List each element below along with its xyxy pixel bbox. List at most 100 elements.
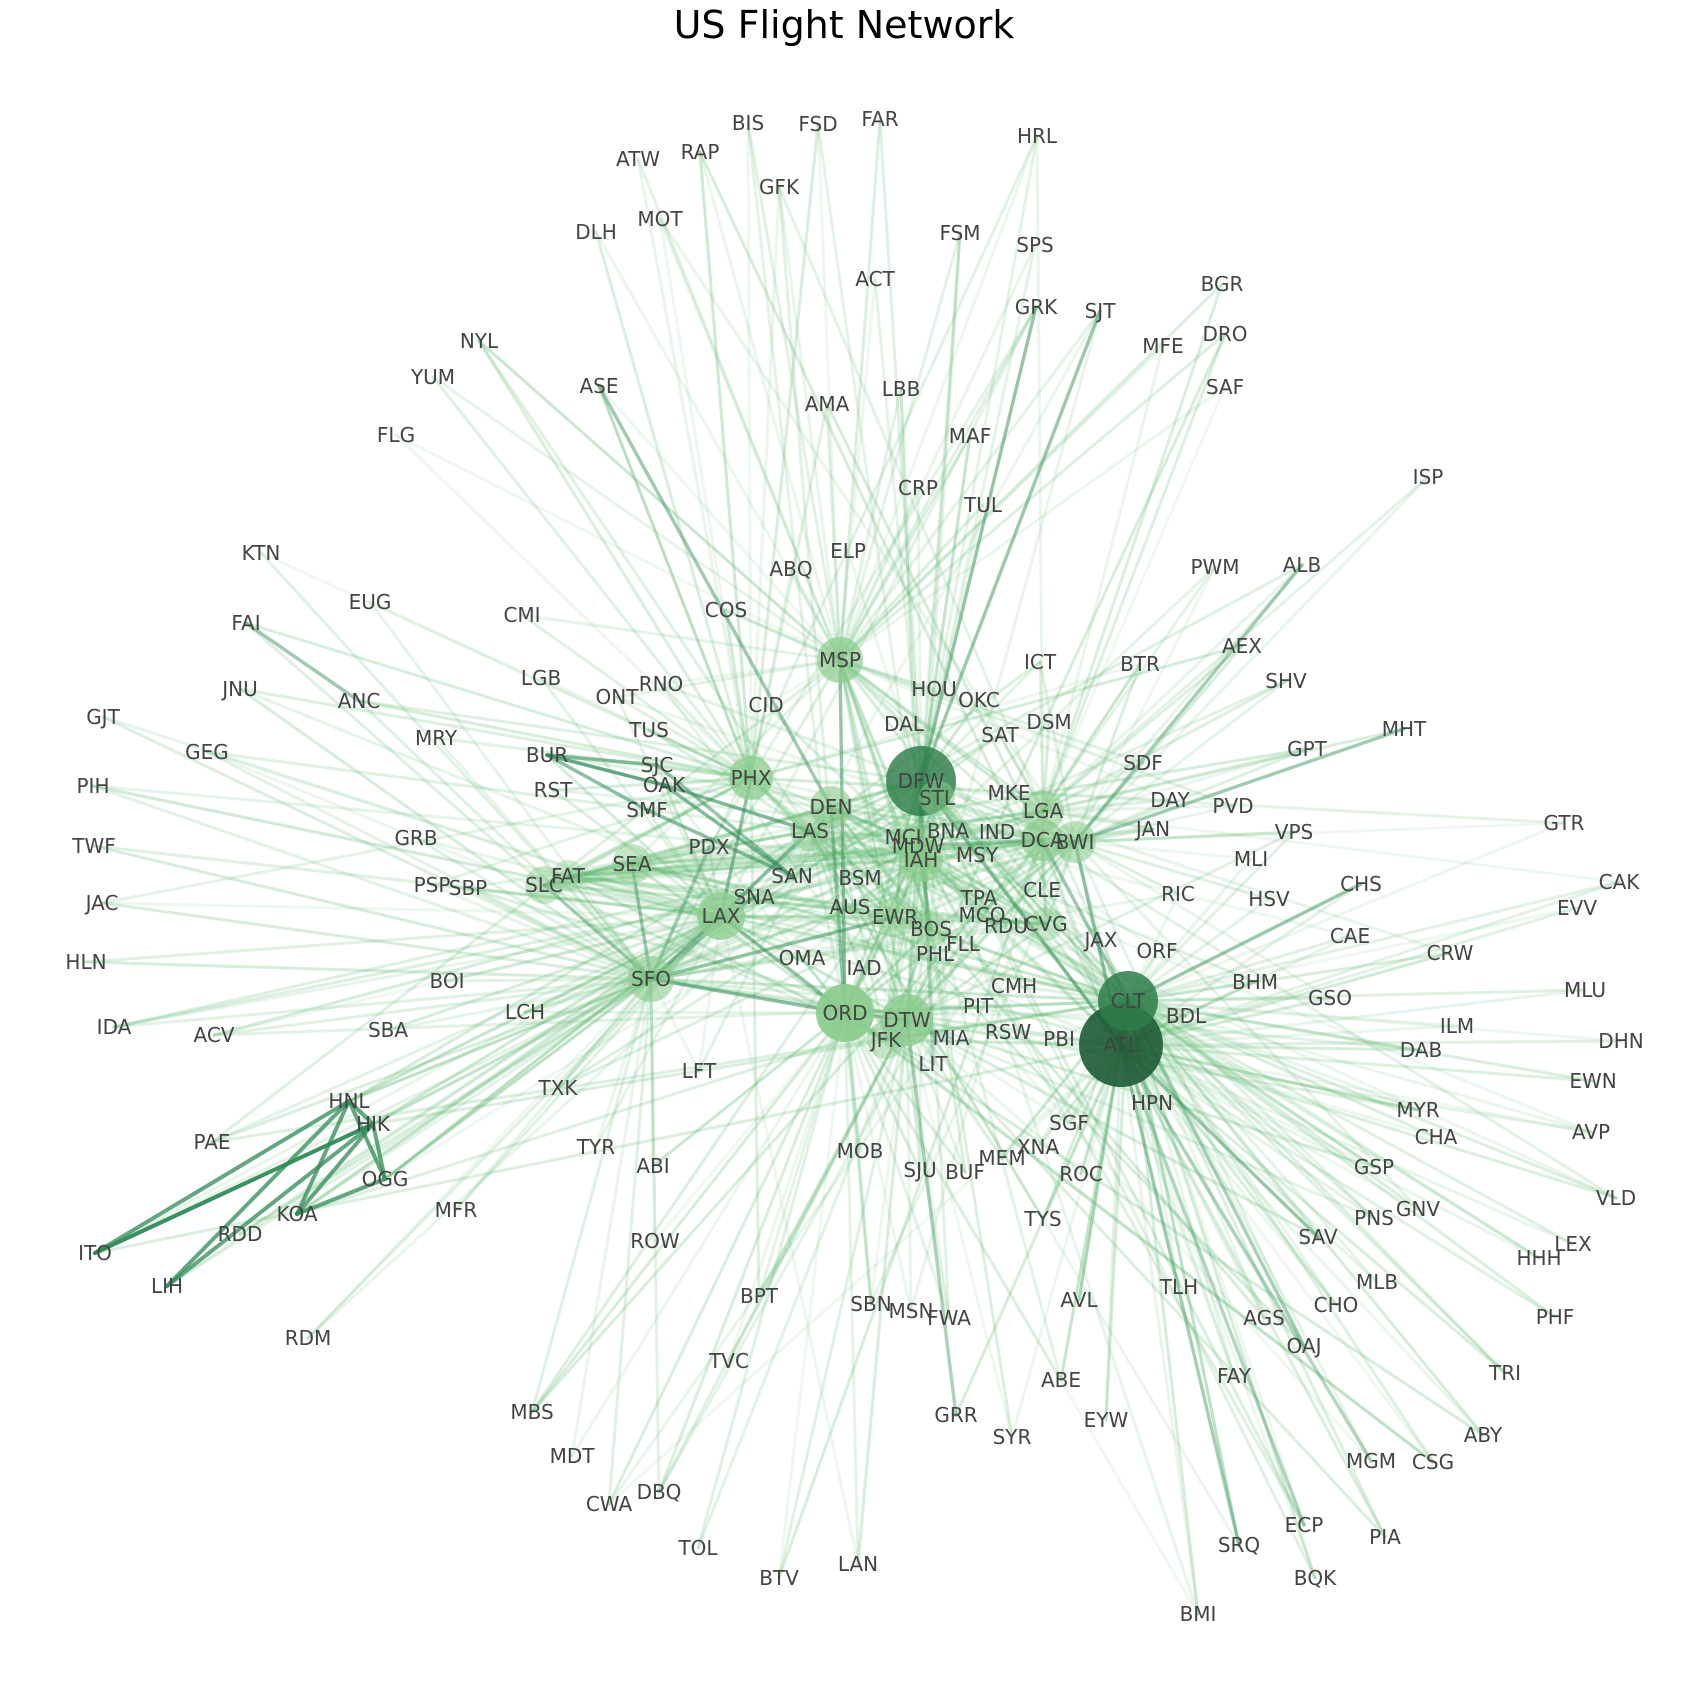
edge-sfo-iah <box>649 858 923 981</box>
airport-label-ilm: ILM <box>1440 1014 1474 1038</box>
airport-label-tul: TUL <box>963 493 1003 517</box>
airport-label-cvg: CVG <box>1024 912 1067 936</box>
edge-clt-ewr <box>893 915 1130 1003</box>
edge-fai-phx <box>244 621 753 780</box>
edge-oaj-atl <box>1119 1043 1306 1348</box>
edge-lgb-phx <box>539 676 753 780</box>
edge-row-sfo <box>649 977 657 1243</box>
edge-fsd-msp <box>816 122 842 662</box>
edge-dro-dtw <box>905 332 1227 1022</box>
edge-bis-ord <box>746 121 847 1015</box>
edge-chs-clt <box>1126 882 1363 1003</box>
node-lax <box>697 892 745 940</box>
edge-act-dfw <box>873 277 923 783</box>
edge-tyr-lax <box>594 914 723 1149</box>
edge-bqk-clt <box>1126 999 1317 1580</box>
airport-label-bwi: BWI <box>1056 830 1095 854</box>
edge-gsp-atl <box>1119 1043 1376 1169</box>
edge-chs-clt <box>1126 882 1363 1003</box>
edge-rap-phx <box>698 150 753 780</box>
edge-btr-phx <box>749 662 1142 780</box>
airport-label-hln: HLN <box>65 950 106 974</box>
airport-label-aex: AEX <box>1222 634 1262 658</box>
airport-label-mke: MKE <box>987 781 1030 805</box>
edge-txk-sfo <box>556 977 653 1090</box>
airport-label-eyw: EYW <box>1084 1408 1129 1432</box>
edge-clt-fat <box>566 874 1130 1003</box>
edge-cwa-sfo <box>607 977 653 1506</box>
edge-acv-sfo <box>212 977 653 1037</box>
edge-gnv-bwi <box>1073 840 1420 1211</box>
edge-sfo-msp <box>649 658 842 981</box>
edge-mfe-lga <box>1041 344 1165 813</box>
airport-label-cha: CHA <box>1415 1125 1458 1149</box>
airport-label-mgm: MGM <box>1346 1449 1396 1473</box>
edge-grr-dtw <box>905 1018 958 1417</box>
airport-label-rdm: RDM <box>285 1326 332 1350</box>
airport-label-mlb: MLB <box>1356 1270 1398 1294</box>
edge-mot-bwi <box>658 217 1077 844</box>
edge-day-lga <box>1041 798 1172 813</box>
edge-sba-lax <box>386 914 723 1032</box>
edge-srq-atl <box>1119 1043 1241 1547</box>
edge-srq-las <box>808 829 1241 1547</box>
edge-ogg-lax <box>383 914 723 1181</box>
airport-label-lit: LIT <box>918 1052 948 1076</box>
route-hik-ogg <box>371 1122 387 1181</box>
airport-label-bqk: BQK <box>1294 1566 1337 1590</box>
edge-srq-atl <box>1119 1043 1241 1547</box>
edge-gso-clt <box>1126 996 1332 1003</box>
edge-day-phx <box>749 776 1172 802</box>
edge-ogg-mdw <box>383 844 920 1181</box>
edge-dtw-msp <box>838 658 909 1022</box>
edge-cha-atl <box>1119 1043 1438 1139</box>
edge-jnu-phx <box>238 687 753 780</box>
edge-sea-ewr <box>630 862 897 919</box>
edge-sps-msp <box>838 243 1037 662</box>
edge-aex-bwi <box>1073 644 1244 844</box>
airport-label-lih: LIH <box>151 1274 183 1298</box>
airport-label-den: DEN <box>810 795 853 819</box>
edge-hnl-lax <box>347 914 723 1103</box>
airport-label-elp: ELP <box>830 539 866 563</box>
edge-mlu-clt <box>1126 988 1587 1003</box>
edge-rap-atl <box>698 150 1123 1047</box>
edge-vld-las <box>808 829 1618 1200</box>
airport-label-dlh: DLH <box>575 220 617 244</box>
edge-mfr-lax <box>454 914 723 1212</box>
airport-label-eug: EUG <box>349 590 392 614</box>
edge-oma-iah <box>800 858 923 960</box>
airport-label-saf: SAF <box>1206 375 1244 399</box>
edge-oak-ord <box>662 783 847 1015</box>
edge-lax-stl <box>719 796 939 918</box>
edge-dtw-lax <box>719 914 909 1022</box>
edge-aus-lga <box>848 809 1045 909</box>
edge-saf-lga <box>1041 385 1227 813</box>
edge-sbn-ord <box>843 1011 873 1306</box>
edge-msp-lga <box>838 658 1045 813</box>
edge-mlu-atl <box>1119 988 1587 1047</box>
edge-lex-clt <box>1126 999 1575 1246</box>
edge-lax-ewr <box>719 914 897 919</box>
edge-lax-mdw <box>719 844 920 918</box>
edge-dlh-phx <box>594 230 753 780</box>
edge-okc-lga <box>977 698 1045 813</box>
edge-hik-sfo <box>371 977 653 1126</box>
airport-label-mry: MRY <box>415 726 458 750</box>
airport-label-twf: TWF <box>71 834 116 858</box>
edge-fwa-msp <box>838 658 951 1320</box>
airport-label-dab: DAB <box>1400 1038 1442 1062</box>
node-jfk <box>867 1021 905 1059</box>
edge-koa-dtw <box>295 1018 909 1216</box>
airport-label-ewn: EWN <box>1569 1069 1616 1093</box>
airport-label-act: ACT <box>855 267 895 291</box>
edge-msp-ewr <box>838 658 897 919</box>
edge-buf-dtw <box>905 1018 967 1174</box>
edge-ont-phx <box>615 695 753 780</box>
edge-far-msp <box>838 117 882 662</box>
airport-label-ind: IND <box>979 820 1015 844</box>
edge-ont-dca <box>615 695 1044 842</box>
edge-rap-msp <box>698 150 842 662</box>
edge-gnv-atl <box>1119 1043 1420 1211</box>
edge-bpt-ord <box>757 1011 847 1298</box>
